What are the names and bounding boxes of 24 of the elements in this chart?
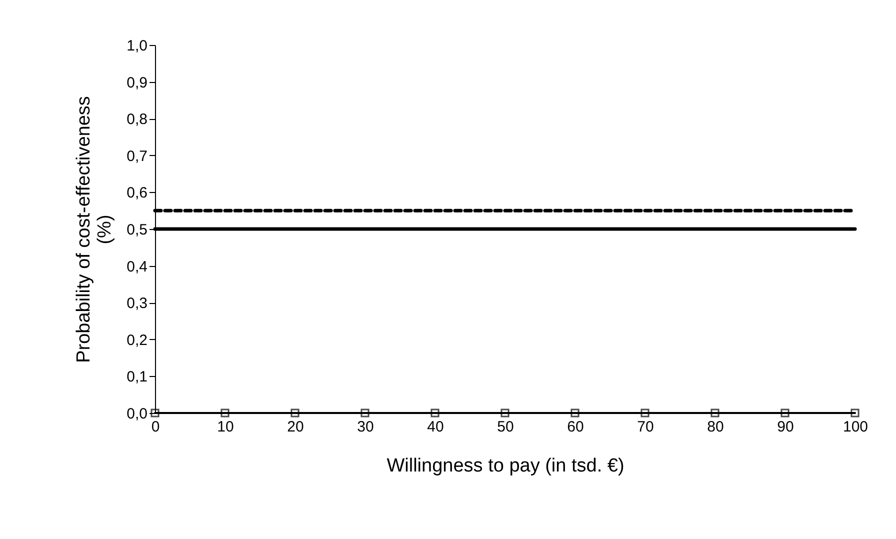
x-tick-label: 80 bbox=[707, 418, 724, 436]
y-tick-label: 0,0 bbox=[126, 406, 148, 422]
y-tick-label: 0,1 bbox=[126, 368, 148, 386]
x-tick-label: 20 bbox=[287, 418, 304, 436]
x-tick-label: 100 bbox=[842, 418, 868, 436]
y-tick-label: 0,8 bbox=[126, 111, 148, 128]
y-tick-label: 0,6 bbox=[126, 184, 148, 202]
x-tick-label: 90 bbox=[777, 418, 794, 436]
y-tick-label: 0,5 bbox=[126, 222, 148, 238]
y-axis-title: Probability of cost-effectiveness (%) bbox=[74, 96, 116, 363]
y-tick-label: 0,2 bbox=[126, 332, 148, 349]
y-tick-label: 0,9 bbox=[126, 74, 148, 92]
y-tick-label: 0,7 bbox=[126, 148, 148, 165]
y-tick-label: 0,3 bbox=[126, 295, 148, 312]
x-tick-label: 0 bbox=[151, 418, 160, 436]
y-tick-label: 0,4 bbox=[126, 258, 148, 276]
x-tick-label: 50 bbox=[497, 418, 514, 436]
x-tick-label: 70 bbox=[637, 418, 654, 436]
x-tick-label: 10 bbox=[217, 418, 234, 436]
y-tick-label: 1,0 bbox=[126, 38, 148, 54]
x-tick-label: 60 bbox=[567, 418, 584, 436]
x-tick-label: 40 bbox=[427, 418, 444, 436]
x-tick-label: 30 bbox=[357, 418, 374, 436]
x-axis-title: Willingness to pay (in tsd. €) bbox=[386, 456, 624, 476]
